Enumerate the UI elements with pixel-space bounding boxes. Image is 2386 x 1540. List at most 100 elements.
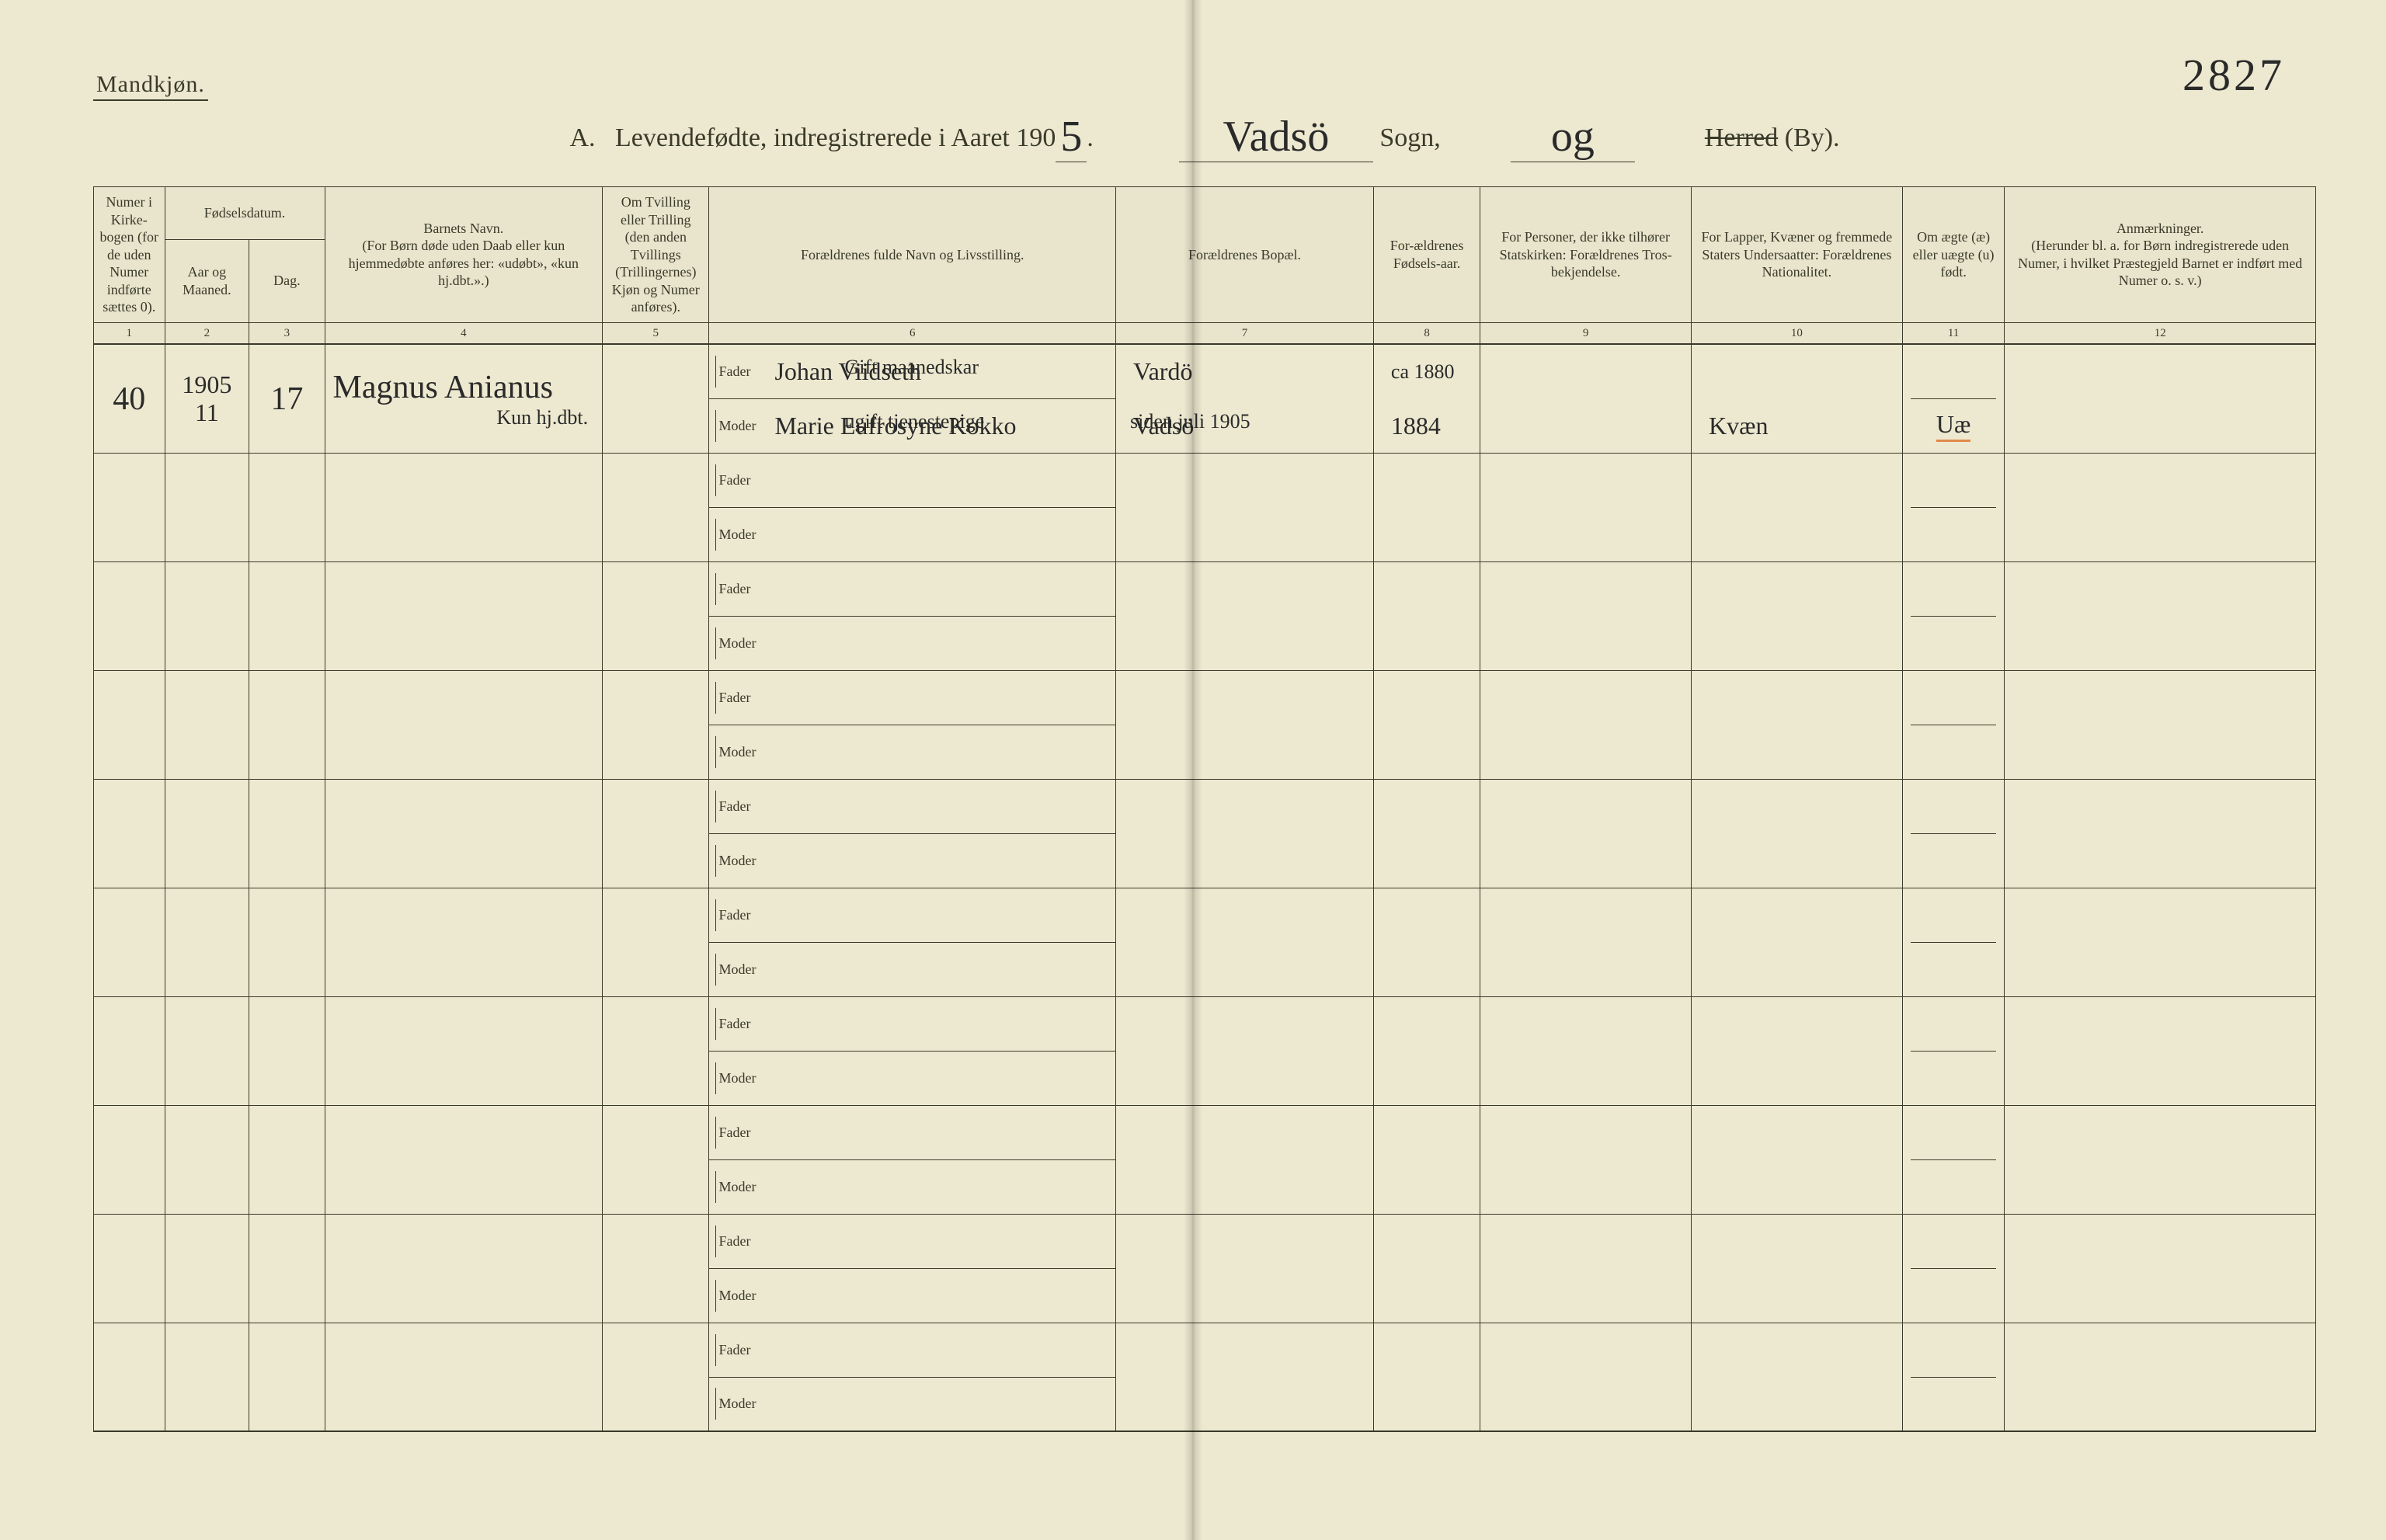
remarks-cell [2005, 996, 2316, 1105]
religion-cell [1480, 779, 1692, 888]
residence-cell [1116, 1214, 1374, 1323]
remarks-cell [2005, 453, 2316, 561]
birth-day [249, 561, 325, 670]
parent-birth-cell [1373, 1105, 1480, 1214]
child-name-cell [325, 1323, 603, 1431]
birth-year-month [165, 888, 249, 996]
birth-day [249, 1323, 325, 1431]
col-header: For-ældrenes Fødsels-aar. [1373, 187, 1480, 323]
fader-label: Fader [718, 472, 774, 488]
col-header: Om ægte (æ) eller uægte (u) født. [1902, 187, 2005, 323]
fader-label: Fader [718, 1342, 774, 1358]
nationality-cell [1692, 888, 1903, 996]
fader-label: Fader [718, 1233, 774, 1250]
table-row: Fader Moder [94, 888, 2316, 996]
og-value: og [1551, 113, 1595, 161]
title-prefix: A. Levendefødte, indregistrerede i Aaret… [569, 123, 1056, 153]
ledger-body: 401905 1117 Magnus Anianus Kun hj.dbt. F… [94, 344, 2316, 1431]
birth-year-month [165, 996, 249, 1105]
moder-label: Moder [718, 853, 774, 869]
religion-cell [1480, 670, 1692, 779]
birth-year-month [165, 1214, 249, 1323]
child-name-cell [325, 779, 603, 888]
birth-year-month [165, 1105, 249, 1214]
legitimacy-cell [1902, 1323, 2005, 1431]
nationality-cell [1692, 561, 1903, 670]
col-number: 9 [1480, 322, 1692, 344]
twin-cell [603, 670, 709, 779]
parents-name-cell: Fader Moder [709, 996, 1116, 1105]
twin-cell [603, 344, 709, 453]
record-number [94, 888, 165, 996]
moder-label: Moder [718, 1070, 774, 1086]
parent-birth-cell [1373, 1323, 1480, 1431]
record-number [94, 779, 165, 888]
fader-label: Fader [718, 1125, 774, 1141]
religion-cell [1480, 1214, 1692, 1323]
religion-cell [1480, 1105, 1692, 1214]
religion-cell [1480, 453, 1692, 561]
remarks-cell [2005, 344, 2316, 453]
twin-cell [603, 1323, 709, 1431]
remarks-cell [2005, 888, 2316, 996]
col-number: 3 [249, 322, 325, 344]
parents-name-cell: Fader Moder [709, 453, 1116, 561]
legitimacy-cell [1902, 453, 2005, 561]
birth-day [249, 1105, 325, 1214]
lower-value: siden juli 1905Vadsö [1125, 412, 1373, 440]
child-name: Magnus Anianus [333, 369, 595, 406]
table-row: Fader Moder [94, 1105, 2316, 1214]
nationality-cell [1692, 1214, 1903, 1323]
fader-label: Fader [718, 581, 774, 597]
record-number [94, 1214, 165, 1323]
col-number: 12 [2005, 322, 2316, 344]
fader-label: Fader [718, 1016, 774, 1032]
moder-label: Moder [718, 527, 774, 543]
col-header: Fødselsdatum. [165, 187, 325, 240]
fader-label: Fader [718, 690, 774, 706]
col-header: Numer i Kirke-bogen (for de uden Numer i… [94, 187, 165, 323]
nationality-cell [1692, 670, 1903, 779]
fader-value: Gift maanedskarJohan Viidseth [774, 357, 1115, 386]
remarks-cell [2005, 1214, 2316, 1323]
birth-day [249, 779, 325, 888]
lower-value: Kvæn [1701, 412, 1902, 440]
residence-cell [1116, 888, 1374, 996]
residence-cell: Vardö siden juli 1905Vadsö [1116, 344, 1374, 453]
title-row: A. Levendefødte, indregistrerede i Aaret… [93, 107, 2316, 166]
table-row: Fader Moder [94, 1214, 2316, 1323]
legitimacy-cell [1902, 561, 2005, 670]
col-header: For Personer, der ikke tilhører Statskir… [1480, 187, 1692, 323]
child-name-cell [325, 453, 603, 561]
title-period: . [1087, 123, 1094, 153]
child-name-cell: Magnus Anianus Kun hj.dbt. [325, 344, 603, 453]
birth-day: 17 [249, 344, 325, 453]
col-number: 2 [165, 322, 249, 344]
col-header: Forældrenes Bopæl. [1116, 187, 1374, 323]
legitimacy-cell [1902, 1214, 2005, 1323]
col-number: 7 [1116, 322, 1374, 344]
col-number: 5 [603, 322, 709, 344]
twin-cell [603, 1105, 709, 1214]
legitimacy-cell [1902, 888, 2005, 996]
col-number: 8 [1373, 322, 1480, 344]
parents-name-cell: Fader Moder [709, 1105, 1116, 1214]
table-row: 401905 1117 Magnus Anianus Kun hj.dbt. F… [94, 344, 2316, 453]
fader-label: Fader [718, 907, 774, 923]
birth-day [249, 453, 325, 561]
moder-label: Moder [718, 744, 774, 760]
child-name-cell [325, 888, 603, 996]
birth-day [249, 670, 325, 779]
ledger-header: Numer i Kirke-bogen (for de uden Numer i… [94, 187, 2316, 345]
twin-cell [603, 996, 709, 1105]
parents-name-cell: Fader Moder [709, 1323, 1116, 1431]
nationality-cell: Kvæn [1692, 344, 1903, 453]
residence-cell [1116, 670, 1374, 779]
nationality-cell [1692, 453, 1903, 561]
parents-name-cell: Fader Moder [709, 561, 1116, 670]
parents-name-cell: Fader Moder [709, 779, 1116, 888]
religion-cell [1480, 344, 1692, 453]
top-row: Mandkjøn. 2827 [93, 47, 2316, 101]
parents-name-cell: FaderGift maanedskarJohan Viidseth Moder… [709, 344, 1116, 453]
table-row: Fader Moder [94, 561, 2316, 670]
